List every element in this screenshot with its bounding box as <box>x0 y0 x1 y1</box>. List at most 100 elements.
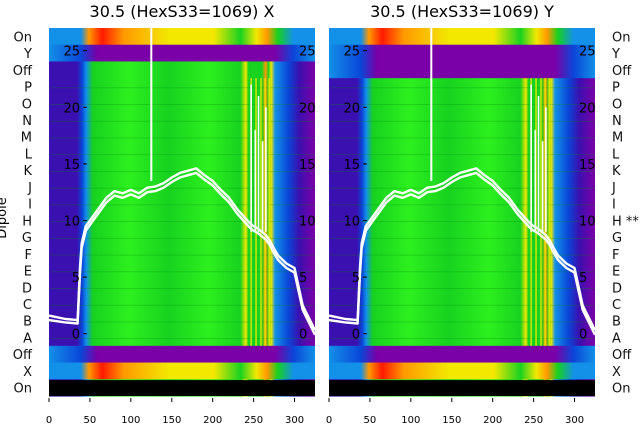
heatmap-row <box>49 111 315 129</box>
heatmap-row <box>329 228 595 247</box>
row-label: X <box>612 365 621 380</box>
row-label: A <box>23 331 32 346</box>
heatmap-row <box>49 228 315 247</box>
row-label: F <box>25 248 32 263</box>
heatmap-row <box>329 329 595 347</box>
row-separator <box>49 104 315 105</box>
heatmap-row <box>49 161 315 180</box>
spike-column <box>260 78 262 346</box>
row-label: C <box>23 298 32 313</box>
heatmap-row <box>49 345 315 364</box>
row-separator <box>49 120 315 122</box>
heatmap-row <box>49 178 315 196</box>
spike-column <box>540 78 542 346</box>
row-label: Off <box>612 64 632 79</box>
heatmap-row <box>329 94 595 113</box>
x-tick-label: 250 <box>524 415 543 426</box>
row-label: N <box>22 114 32 129</box>
x-tick-label: 50 <box>364 415 377 426</box>
row-separator <box>49 288 315 289</box>
heatmap-row <box>49 362 315 380</box>
overlay-tick-label: 15 <box>343 158 360 173</box>
x-tick-label: 300 <box>285 415 304 426</box>
row-separator <box>49 187 315 189</box>
overlay-tick-label: 25 <box>299 45 316 60</box>
row-label: G <box>22 231 32 246</box>
row-separator <box>329 271 595 273</box>
row-separator <box>329 321 595 323</box>
heatmap-row <box>329 128 595 146</box>
heatmap-row <box>329 111 595 129</box>
overlay-tick-label: 20 <box>343 101 360 116</box>
row-label: I <box>28 198 32 213</box>
row-separator <box>329 237 595 239</box>
heatmap-row <box>49 295 315 313</box>
row-separator <box>49 338 315 340</box>
row-separator <box>329 120 595 122</box>
overlay-trace <box>48 167 317 331</box>
x-tick-label: 100 <box>121 415 140 426</box>
row-label: D <box>612 281 622 296</box>
overlay-tick-label: 15 <box>63 158 80 173</box>
heatmap-row <box>49 262 315 280</box>
overlay-tick-label: 0 <box>579 328 587 343</box>
heatmap-row <box>49 44 315 63</box>
row-label: L <box>612 147 620 162</box>
row-separator <box>329 338 595 340</box>
heatmap-row <box>49 278 315 297</box>
row-label: B <box>23 315 32 330</box>
x-tick-label: 150 <box>442 415 461 426</box>
row-label: J <box>27 181 32 196</box>
heatmap-row <box>329 345 595 364</box>
heatmap-row <box>49 195 315 213</box>
x-tick-label: 50 <box>84 415 97 426</box>
heatmap-row <box>49 245 315 263</box>
heatmap-row <box>329 178 595 196</box>
heatmap-row <box>329 44 595 63</box>
spike-column <box>264 78 266 346</box>
overlay-tick-label: 20 <box>63 101 80 116</box>
row-separator <box>329 187 595 189</box>
heatmap-row <box>329 61 595 79</box>
row-label: E <box>24 265 32 280</box>
overlay-tick-label: 15 <box>579 158 596 173</box>
row-label: K <box>23 164 32 179</box>
panel-title: 30.5 (HexS33=1069) X <box>90 2 275 21</box>
row-label: G <box>612 231 622 246</box>
heatmap-row <box>49 312 315 330</box>
row-label: P <box>24 81 32 96</box>
overlay-tick-label: 0 <box>72 328 80 343</box>
row-label: Off <box>13 64 33 79</box>
overlay-tick-label: 5 <box>579 271 587 286</box>
row-separator <box>329 204 595 206</box>
overlay-tick-label: 10 <box>299 214 316 229</box>
row-separator <box>49 154 315 156</box>
overlay-tick-label: 25 <box>343 45 360 60</box>
row-label: On <box>612 30 630 45</box>
row-label: L <box>25 147 33 162</box>
overlay-tick-label: 10 <box>343 214 360 229</box>
heatmap-row <box>329 78 595 96</box>
row-label: X <box>23 365 32 380</box>
row-separator <box>49 321 315 323</box>
x-tick-label: 0 <box>46 415 52 426</box>
x-tick-label: 200 <box>483 415 502 426</box>
heatmap-row <box>329 195 595 213</box>
overlay-trace <box>328 171 597 336</box>
row-label: M <box>21 131 32 146</box>
row-label: E <box>612 265 620 280</box>
row-separator <box>49 221 315 222</box>
row-label: A <box>612 331 621 346</box>
row-label: D <box>22 281 32 296</box>
row-label: J <box>611 181 616 196</box>
overlay-tick-label: 0 <box>352 328 360 343</box>
heatmap-row <box>329 295 595 313</box>
row-separator <box>49 204 315 206</box>
bottom-band <box>49 380 315 396</box>
overlay-tick-label: 5 <box>352 271 360 286</box>
row-label: F <box>612 248 619 263</box>
row-label: Off <box>13 348 33 363</box>
